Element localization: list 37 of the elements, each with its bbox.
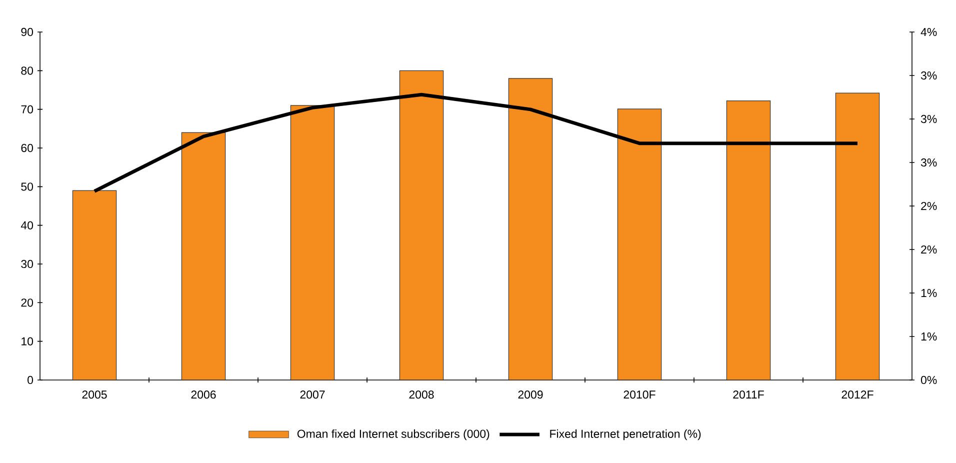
x-tick-label: 2006: [191, 390, 216, 399]
bar: [181, 132, 226, 380]
y-tick-label: 80: [21, 66, 34, 75]
x-tick-label: 2008: [409, 390, 434, 399]
y2-tick-label: 2%: [921, 202, 937, 210]
y2-tick-label: 1%: [921, 288, 937, 298]
y-tick-label: 40: [20, 221, 34, 230]
y2-tick-label: 4%: [920, 28, 937, 36]
x-tick-label: 2007: [300, 390, 325, 399]
legend-label: Oman fixed Internet subscribers (000): [297, 429, 490, 440]
y-tick-label: 90: [21, 28, 34, 36]
legend-label: Fixed Internet penetration (%): [550, 429, 701, 440]
y2-tick-label: 3%: [920, 114, 937, 124]
y-tick-label: 10: [22, 337, 34, 346]
x-tick-label: 2012F: [842, 390, 874, 399]
x-tick-label: 2010F: [624, 390, 656, 399]
x-tick-label: 2005: [82, 390, 107, 399]
bar: [399, 70, 444, 380]
bar: [726, 100, 771, 380]
y-tick-label: 30: [21, 260, 34, 268]
y2-tick-label: 3%: [920, 158, 937, 167]
bar: [290, 105, 335, 380]
y-tick-label: 70: [21, 105, 34, 114]
y2-tick-label: 0%: [920, 376, 937, 384]
bar: [835, 92, 880, 380]
bar: [72, 190, 117, 380]
y-tick-label: 20: [21, 298, 34, 307]
bar: [617, 108, 662, 380]
y2-tick-label: 2%: [921, 245, 937, 254]
y2-tick-label: 3%: [920, 71, 937, 80]
bar: [508, 78, 553, 380]
y2-tick-label: 1%: [921, 332, 937, 341]
y-tick-label: 50: [21, 182, 34, 191]
x-tick-label: 2009: [518, 390, 543, 399]
x-tick-label: 2011F: [733, 390, 764, 399]
y-tick-label: 60: [21, 144, 34, 152]
y-tick-label: 0: [28, 376, 34, 384]
